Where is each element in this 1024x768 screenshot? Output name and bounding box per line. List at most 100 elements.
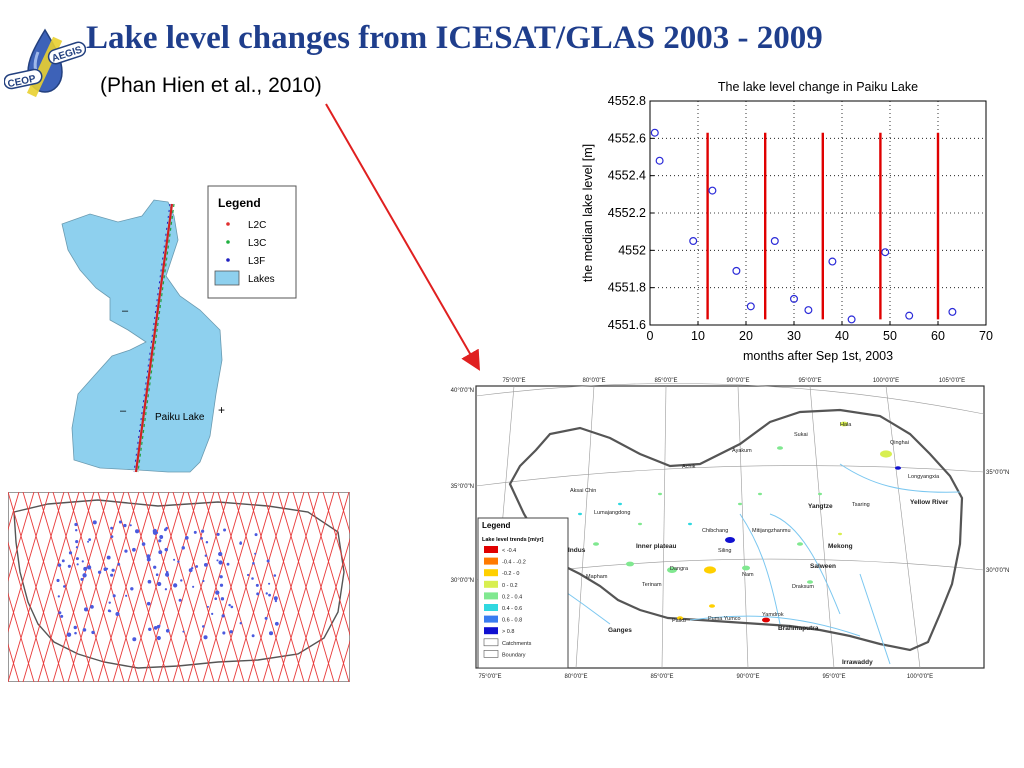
place-label: Dangra [670,566,689,572]
place-label: Sukai [794,432,808,438]
lake-dot [146,601,151,606]
track-descending [262,492,320,682]
place-label: Yamdrok [762,612,784,618]
track-descending [112,492,170,682]
lake-dot [230,605,234,609]
track-descending [217,492,275,682]
coordinate-label: 30°0'0"N [451,578,474,584]
coordinate-label: 80°0'0"E [582,378,605,384]
lake-dot [73,625,77,630]
data-point [746,302,755,311]
lake-dot [202,579,205,583]
map-lakes [578,421,901,623]
x-tick-label: 20 [739,329,753,343]
track-descending [247,492,305,682]
lake-dot [82,628,87,632]
track-lakes [56,520,279,642]
lake-dot [92,520,97,525]
lake-dot [129,524,132,527]
lake-dot [81,560,84,563]
lake-dot [219,583,224,587]
lake-dot [88,538,92,542]
place-label: Ayakum [732,448,752,454]
map-lake [638,522,642,526]
map-lake [742,565,750,571]
lake-dot [215,590,220,595]
lake-dot [130,587,134,591]
lake-dot [106,567,109,570]
y-tick-label: 4552.4 [608,169,646,183]
place-label: Lumajangdong [594,510,630,516]
lake-dot [63,585,66,588]
lake-dot [191,567,194,570]
lake-label: Paiku Lake [155,412,205,423]
ground-tracks [8,492,350,682]
legend-label: Catchments [502,641,532,647]
map-lake [738,502,742,506]
map-lake [840,421,848,427]
plateau-boundary [13,499,345,669]
lake-dot [201,625,205,628]
map-lake [895,466,901,470]
lake-dot [268,593,271,597]
chart-x-ticks: 0 10 20 30 40 50 60 70 [647,321,993,343]
tibetan-plateau-lake-trend-map: Hala Sukai Qinghai Ayakum Achik Longyangxia Ak… [451,378,1010,680]
lake-dot [254,552,257,555]
lake-dot [80,577,84,581]
coordinate-label: 90°0'0"E [726,378,749,384]
data-point [905,311,914,320]
place-label: Mekong [828,543,853,550]
place-label: Mapham [586,574,608,580]
lake-dot [141,542,146,546]
x-tick-label: 0 [647,329,654,343]
map-lake [578,512,582,516]
place-label: Puma Yumco [708,616,741,622]
lake-dot [165,573,169,577]
legend-label: 0.4 - 0.6 [502,606,522,612]
coordinate-label: 40°0'0"N [451,388,474,394]
map-lake [880,450,892,458]
lake-dot [74,522,78,527]
legend-label: 0 - 0.2 [502,583,518,589]
track-ascending [8,592,35,682]
lake-dot [251,634,255,638]
map-lake [667,567,677,573]
place-label: Aksai Chin [570,488,596,494]
track-descending [322,588,350,682]
lake-dot [226,562,230,566]
y-tick-label: 4551.8 [608,281,646,295]
data-point [655,156,664,165]
lake-dot [83,607,89,612]
legend-label: > 0.8 [502,629,514,635]
track-descending [97,492,155,682]
legend-swatch [483,638,499,647]
lake-dot [195,565,199,568]
map-legend-title: Legend [482,521,511,530]
track-descending [22,492,80,682]
coordinate-label: 80°0'0"E [564,674,587,680]
place-label: Tsaring [852,502,870,508]
track-descending [172,492,230,682]
ceop-aegis-logo: CEOP AEGIS [4,28,86,98]
lake-dot [182,630,185,633]
track-descending [337,639,350,682]
track-l2c [134,203,174,473]
lake-dot [188,568,193,573]
map-lake [777,446,783,450]
place-label: Hala [840,422,852,428]
track-descending [142,492,200,682]
lake-dot [74,631,77,635]
lake-dot [265,592,268,595]
map-place-labels: Hala Sukai Qinghai Ayakum Achik Longyangxia Ak… [568,422,949,666]
chart-y-ticks: 4551.6 4551.8 4552 4552.2 4552.4 4552.6 4552.8 [608,94,654,332]
place-label: Yellow River [910,499,949,506]
legend-swatch [484,615,498,623]
place-label: Achik [682,464,696,470]
track-descending [37,492,95,682]
track-descending [232,492,290,682]
data-point [828,257,837,266]
page-title: Lake level changes from ICESAT/GLAS 2003… [86,20,823,56]
map-lake [677,616,683,620]
lake-dot [184,535,189,540]
lake-dot [66,632,72,637]
